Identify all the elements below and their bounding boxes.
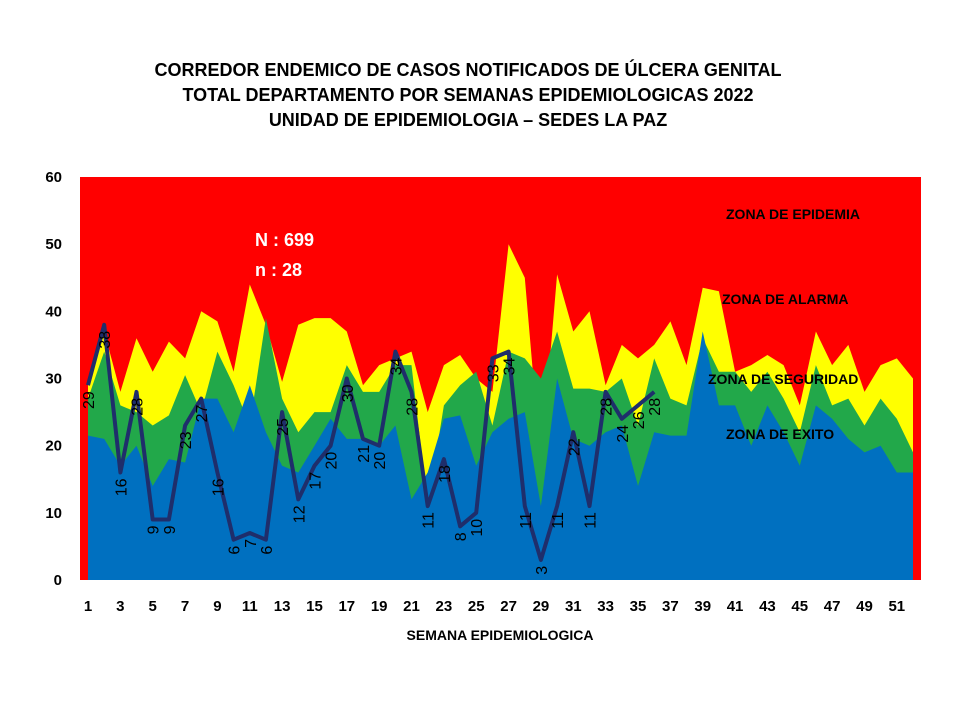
annotation-total-cases: N : 699: [255, 230, 314, 250]
x-tick-label: 11: [242, 598, 258, 615]
x-tick-label: 15: [306, 598, 323, 615]
x-tick-label: 3: [116, 598, 124, 615]
y-tick-label: 20: [45, 438, 62, 455]
y-tick-label: 40: [45, 303, 62, 320]
data-label: 28: [405, 398, 422, 416]
data-label: 29: [81, 391, 98, 409]
observed-cases-line: [86, 322, 656, 562]
data-label: 11: [518, 512, 535, 529]
data-label: 6: [259, 546, 276, 555]
data-label: 12: [291, 505, 308, 523]
zone-label-seguridad: ZONA DE SEGURIDAD: [708, 371, 858, 387]
data-label: 18: [437, 465, 454, 483]
data-label: 24: [615, 425, 632, 443]
zone-label-alarma: ZONA DE ALARMA: [722, 291, 849, 307]
x-tick-label: 9: [213, 598, 221, 615]
data-label: 11: [550, 512, 567, 529]
y-tick-label: 0: [54, 572, 62, 589]
x-tick-label: 47: [824, 598, 841, 615]
data-label: 23: [178, 431, 195, 449]
data-label: 6: [227, 546, 244, 555]
data-label: 8: [453, 532, 470, 541]
chart-title-line-2: TOTAL DEPARTAMENTO POR SEMANAS EPIDEMIOL…: [182, 85, 753, 105]
x-tick-label: 39: [694, 598, 711, 615]
data-label: 34: [502, 357, 519, 375]
y-tick-label: 60: [45, 169, 62, 186]
data-label: 10: [469, 519, 486, 537]
x-tick-label: 5: [149, 598, 157, 615]
data-label: 34: [388, 357, 405, 375]
data-label: 11: [421, 512, 438, 529]
data-label: 17: [308, 472, 325, 490]
data-label: 28: [599, 398, 616, 416]
x-tick-label: 49: [856, 598, 873, 615]
data-label: 9: [146, 525, 163, 534]
data-label: 30: [340, 384, 357, 402]
x-tick-label: 29: [533, 598, 550, 615]
x-tick-label: 51: [888, 598, 905, 615]
x-tick-label: 13: [274, 598, 291, 615]
x-axis-title: SEMANA EPIDEMIOLOGICA: [407, 627, 594, 643]
data-label: 11: [583, 512, 600, 529]
zone-label-exito: ZONA DE EXITO: [726, 426, 834, 442]
chart-title-line-3: UNIDAD DE EPIDEMIOLOGIA – SEDES LA PAZ: [269, 110, 667, 130]
x-tick-label: 45: [791, 598, 808, 615]
x-tick-label: 41: [727, 598, 744, 615]
data-label: 33: [485, 364, 502, 382]
x-tick-label: 37: [662, 598, 679, 615]
x-tick-label: 27: [500, 598, 517, 615]
data-label: 16: [113, 478, 130, 496]
data-label: 9: [162, 525, 179, 534]
y-axis: 0 10 20 30 40 50 60: [45, 169, 62, 589]
x-tick-label: 43: [759, 598, 776, 615]
x-tick-label: 17: [338, 598, 355, 615]
data-label: 3: [534, 566, 551, 575]
x-tick-label: 25: [468, 598, 485, 615]
y-tick-label: 10: [45, 505, 62, 522]
data-label: 16: [210, 478, 227, 496]
x-tick-label: 33: [597, 598, 614, 615]
x-tick-label: 21: [403, 598, 420, 615]
data-label: 38: [97, 331, 114, 349]
data-label: 26: [631, 411, 648, 429]
y-tick-label: 50: [45, 236, 62, 253]
data-label: 21: [356, 445, 373, 463]
annotation-current-cases: n : 28: [255, 260, 302, 280]
x-tick-label: 7: [181, 598, 189, 615]
x-tick-label: 31: [565, 598, 582, 615]
data-label: 25: [275, 418, 292, 436]
x-axis: 1 3 5 7 9 11 13 15 17 19 21 23 25 27 29 31 33 35 37 39 41 43 4…: [84, 598, 905, 615]
data-label: 22: [566, 438, 583, 456]
chart-title-line-1: CORREDOR ENDEMICO DE CASOS NOTIFICADOS D…: [154, 59, 781, 80]
zone-label-epidemia: ZONA DE EPIDEMIA: [726, 206, 860, 222]
zone-area-zona-de-exito: [88, 331, 913, 580]
data-label: 7: [243, 539, 260, 548]
data-label: 27: [194, 404, 211, 422]
x-tick-label: 19: [371, 598, 388, 615]
y-tick-label: 30: [45, 371, 62, 388]
data-label: 20: [324, 452, 341, 470]
x-tick-label: 35: [630, 598, 647, 615]
data-label: 28: [647, 398, 664, 416]
data-label: 20: [372, 452, 389, 470]
x-tick-label: 23: [436, 598, 453, 615]
x-tick-label: 1: [84, 598, 92, 615]
data-label: 28: [130, 398, 147, 416]
